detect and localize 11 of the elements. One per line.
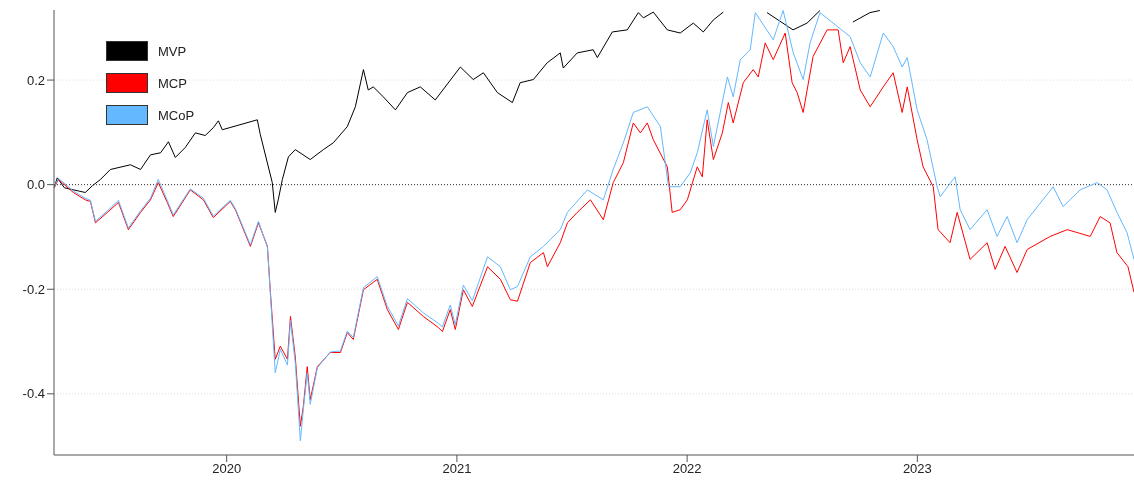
y-tick-label: 0.2	[26, 72, 45, 88]
y-tick-label: -0.2	[22, 281, 45, 297]
y-tick-label: 0.0	[26, 177, 45, 193]
x-tick-label: 2021	[442, 461, 472, 477]
x-tick-label: 2020	[212, 461, 242, 477]
y-tick-label: -0.4	[22, 386, 45, 402]
legend-label: MCP	[158, 75, 187, 91]
x-tick-label: 2023	[902, 461, 932, 477]
x-tick-label: 2022	[672, 461, 702, 477]
legend-label: MVP	[158, 43, 187, 59]
legend-label: MCoP	[158, 107, 195, 123]
